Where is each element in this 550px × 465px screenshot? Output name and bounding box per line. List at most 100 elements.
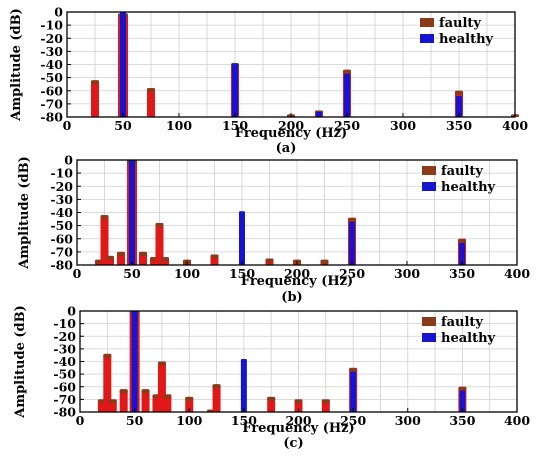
y-tick-label: -80	[50, 258, 73, 273]
y-tick-label: -60	[53, 379, 76, 394]
bar-cap-faulty	[455, 90, 463, 95]
y-tick-label: -40	[40, 57, 63, 72]
bar-faulty	[212, 384, 221, 412]
bar-healthy	[131, 311, 138, 412]
x-tick-label: 200	[285, 413, 311, 428]
bar-healthy	[129, 160, 135, 265]
bar-cap-faulty	[141, 389, 150, 394]
y-tick-label: -60	[50, 231, 73, 246]
y-tick-label: -60	[40, 83, 63, 98]
bar-cap-faulty	[106, 255, 114, 260]
bar-healthy	[316, 111, 322, 117]
bar-cap-faulty	[157, 361, 166, 366]
y-tick-label: -30	[53, 341, 76, 356]
y-tick-label: -50	[53, 367, 76, 382]
y-tick-label: -40	[50, 205, 73, 220]
grid-lines	[76, 159, 518, 266]
panel-caption: (a)	[276, 141, 297, 156]
bar-cap-faulty	[103, 353, 112, 358]
bar-faulty	[141, 389, 150, 412]
legend-swatch-healthy	[422, 333, 436, 342]
x-tick-label: 350	[449, 266, 475, 281]
y-tick-label: -70	[40, 96, 63, 111]
bar-faulty	[163, 394, 172, 412]
x-tick-label: 100	[174, 266, 200, 281]
y-tick-label: -10	[40, 18, 63, 33]
bar-cap-faulty	[458, 386, 467, 391]
legend-swatch-faulty	[422, 166, 436, 175]
x-tick-label: 350	[446, 118, 472, 133]
legend-label-faulty: faulty	[439, 16, 481, 31]
bar-cap-faulty	[320, 259, 329, 264]
x-tick-label: 0	[73, 266, 82, 281]
x-tick-label: 250	[340, 413, 366, 428]
bar-cap-faulty	[119, 389, 128, 394]
bar-faulty	[103, 353, 112, 412]
x-axis-label: Frequency (Hz)	[235, 126, 347, 141]
x-tick-label: 350	[449, 413, 475, 428]
x-tick-label: 0	[76, 413, 85, 428]
bar-faulty	[147, 88, 155, 117]
x-axis-label: Frequency (Hz)	[241, 274, 353, 289]
bar-faulty	[119, 389, 128, 412]
x-tick-label: 150	[222, 118, 248, 133]
x-tick-label: 200	[278, 118, 304, 133]
y-tick-label: -70	[53, 392, 76, 407]
y-tick-label: -20	[50, 179, 73, 194]
x-tick-label: 300	[390, 118, 416, 133]
bar-cap-faulty	[117, 251, 125, 256]
y-axis-label: Amplitude (dB)	[13, 305, 28, 419]
bar-faulty	[91, 80, 99, 117]
bar-healthy	[240, 358, 247, 412]
bar-cap-faulty	[210, 254, 219, 259]
x-tick-label: 400	[502, 118, 528, 133]
bar-cap-faulty	[265, 258, 274, 263]
series-healthy	[129, 160, 465, 265]
x-tick-label: 50	[126, 413, 144, 428]
y-tick-label: -30	[40, 44, 63, 59]
series-healthy	[131, 311, 466, 412]
bar-cap-faulty	[212, 384, 221, 389]
x-tick-label: 300	[394, 266, 420, 281]
x-tick-label: 250	[339, 266, 365, 281]
legend-swatch-faulty	[422, 317, 436, 326]
x-tick-label: 250	[334, 118, 360, 133]
bar-cap-faulty	[155, 223, 164, 227]
panel-caption: (b)	[281, 290, 302, 305]
y-tick-label: -80	[53, 405, 76, 420]
bar-faulty	[100, 215, 109, 265]
x-tick-label: 400	[504, 413, 530, 428]
bar-cap-faulty	[147, 88, 155, 93]
x-tick-label: 400	[504, 266, 530, 281]
x-tick-label: 50	[114, 118, 132, 133]
legend-swatch-healthy	[422, 182, 436, 191]
bar-cap-faulty	[163, 394, 172, 399]
bar-healthy	[344, 73, 350, 117]
legend-label-faulty: faulty	[441, 164, 483, 179]
y-tick-label: 0	[67, 304, 76, 319]
chart-panel-1: 0-10-20-30-40-50-60-70-800 50 100 150 200 250…	[9, 5, 528, 157]
y-tick-label: -50	[40, 70, 63, 85]
legend-label-healthy: healthy	[441, 180, 496, 195]
y-tick-label: -10	[50, 166, 73, 181]
bar-cap-faulty	[348, 217, 356, 222]
bar-cap-faulty	[185, 396, 194, 401]
x-tick-label: 50	[123, 266, 141, 281]
y-tick-label: -70	[50, 244, 73, 259]
bar-cap-faulty	[294, 399, 303, 404]
x-tick-label: 200	[284, 266, 310, 281]
y-tick-label: -10	[53, 316, 76, 331]
bar-healthy	[459, 390, 466, 412]
x-tick-label: 100	[176, 413, 202, 428]
chart-panel-3: 0-10-20-30-40-50-60-70-800 50 100 150 200 250…	[13, 304, 530, 452]
bar-cap-faulty	[343, 69, 351, 74]
legend-label-healthy: healthy	[439, 32, 494, 47]
legend-swatch-faulty	[420, 18, 434, 27]
bar-healthy	[350, 371, 357, 412]
x-tick-label: 100	[166, 118, 192, 133]
bar-cap-faulty	[91, 80, 99, 85]
